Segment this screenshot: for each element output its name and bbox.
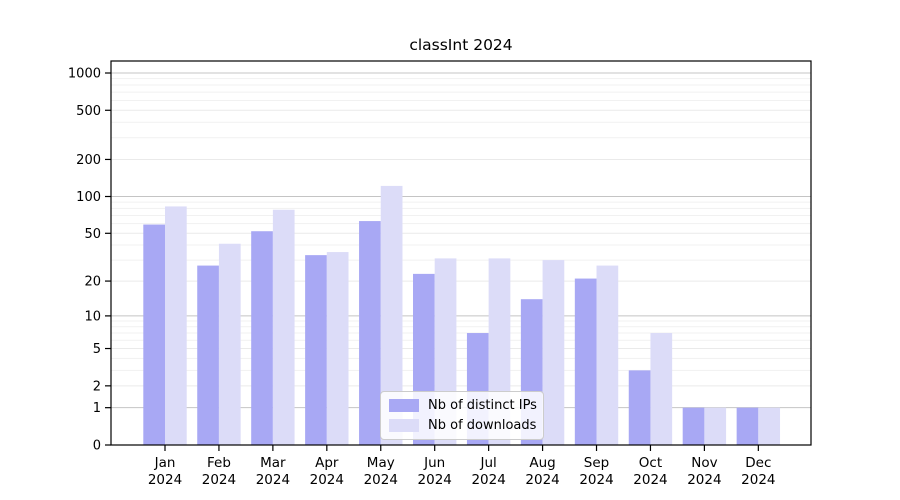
x-tick-label-month: Jun bbox=[423, 455, 445, 471]
legend-item-distinct-ips: Nb of distinct IPs bbox=[389, 398, 537, 413]
bar-downloads-sep bbox=[596, 265, 619, 445]
bar-distinct-ips-feb bbox=[197, 265, 219, 445]
legend-label-distinct-ips: Nb of distinct IPs bbox=[428, 398, 537, 413]
bar-downloads-mar bbox=[272, 209, 295, 445]
downloads-swatch bbox=[389, 419, 419, 432]
bar-downloads-jan bbox=[165, 206, 187, 445]
y-tick-label: 0 bbox=[93, 439, 101, 454]
x-tick-label-month: Feb bbox=[207, 455, 231, 471]
x-tick-label-month: Aug bbox=[529, 455, 555, 471]
bar-distinct-ips-apr bbox=[305, 255, 327, 445]
y-tick-label: 20 bbox=[84, 275, 101, 290]
x-tick-label-year: 2024 bbox=[687, 472, 721, 488]
x-tick-label-year: 2024 bbox=[310, 472, 344, 488]
x-tick-label-year: 2024 bbox=[148, 472, 182, 488]
bar-distinct-ips-dec bbox=[736, 407, 759, 445]
x-tick-label-year: 2024 bbox=[202, 472, 236, 488]
legend-label-downloads: Nb of downloads bbox=[428, 418, 537, 433]
x-tick-label-month: Sep bbox=[584, 455, 609, 471]
bar-downloads-apr bbox=[326, 252, 349, 445]
bar-downloads-dec bbox=[758, 407, 781, 445]
y-tick-label: 100 bbox=[76, 190, 101, 205]
bar-distinct-ips-sep bbox=[574, 278, 597, 445]
legend-item-downloads: Nb of downloads bbox=[389, 418, 537, 433]
y-tick-label: 200 bbox=[76, 153, 101, 168]
x-tick-label-year: 2024 bbox=[633, 472, 667, 488]
bar-downloads-nov bbox=[704, 407, 727, 445]
x-tick-label-year: 2024 bbox=[256, 472, 290, 488]
bar-distinct-ips-jan bbox=[143, 224, 165, 445]
y-tick-label: 5 bbox=[93, 342, 101, 357]
y-tick-label: 10 bbox=[84, 309, 101, 324]
x-tick-label-month: Oct bbox=[639, 455, 662, 471]
distinct-ips-swatch bbox=[389, 399, 419, 412]
bar-distinct-ips-oct bbox=[628, 370, 651, 445]
y-tick-label: 1000 bbox=[68, 67, 101, 82]
x-tick-label-year: 2024 bbox=[741, 472, 775, 488]
legend: Nb of distinct IPs Nb of downloads bbox=[380, 391, 544, 440]
x-tick-label-year: 2024 bbox=[525, 472, 559, 488]
x-tick-label-year: 2024 bbox=[579, 472, 613, 488]
bar-distinct-ips-mar bbox=[251, 231, 273, 445]
x-tick-label-month: Dec bbox=[745, 455, 771, 471]
chart-title: classInt 2024 bbox=[409, 36, 513, 54]
y-tick-label: 500 bbox=[76, 104, 101, 119]
x-tick-label-month: May bbox=[367, 455, 395, 471]
x-tick-label-month: Jul bbox=[479, 455, 496, 471]
bar-downloads-aug bbox=[542, 260, 565, 445]
x-tick-label-year: 2024 bbox=[471, 472, 505, 488]
y-tick-label: 50 bbox=[84, 227, 101, 242]
x-tick-label-month: Jan bbox=[154, 455, 176, 471]
x-tick-label-month: Apr bbox=[315, 455, 339, 471]
x-tick-label-year: 2024 bbox=[418, 472, 452, 488]
y-tick-label: 1 bbox=[93, 401, 101, 416]
bar-downloads-oct bbox=[650, 333, 673, 445]
x-tick-label-month: Mar bbox=[260, 455, 286, 471]
bar-downloads-feb bbox=[218, 243, 241, 445]
bar-downloads-may bbox=[380, 185, 403, 445]
y-tick-label: 2 bbox=[93, 379, 101, 394]
plot-frame bbox=[110, 60, 812, 446]
x-tick-label-month: Nov bbox=[691, 455, 717, 471]
x-tick-label-year: 2024 bbox=[364, 472, 398, 488]
bar-distinct-ips-may bbox=[359, 221, 381, 445]
bar-distinct-ips-nov bbox=[682, 407, 705, 445]
